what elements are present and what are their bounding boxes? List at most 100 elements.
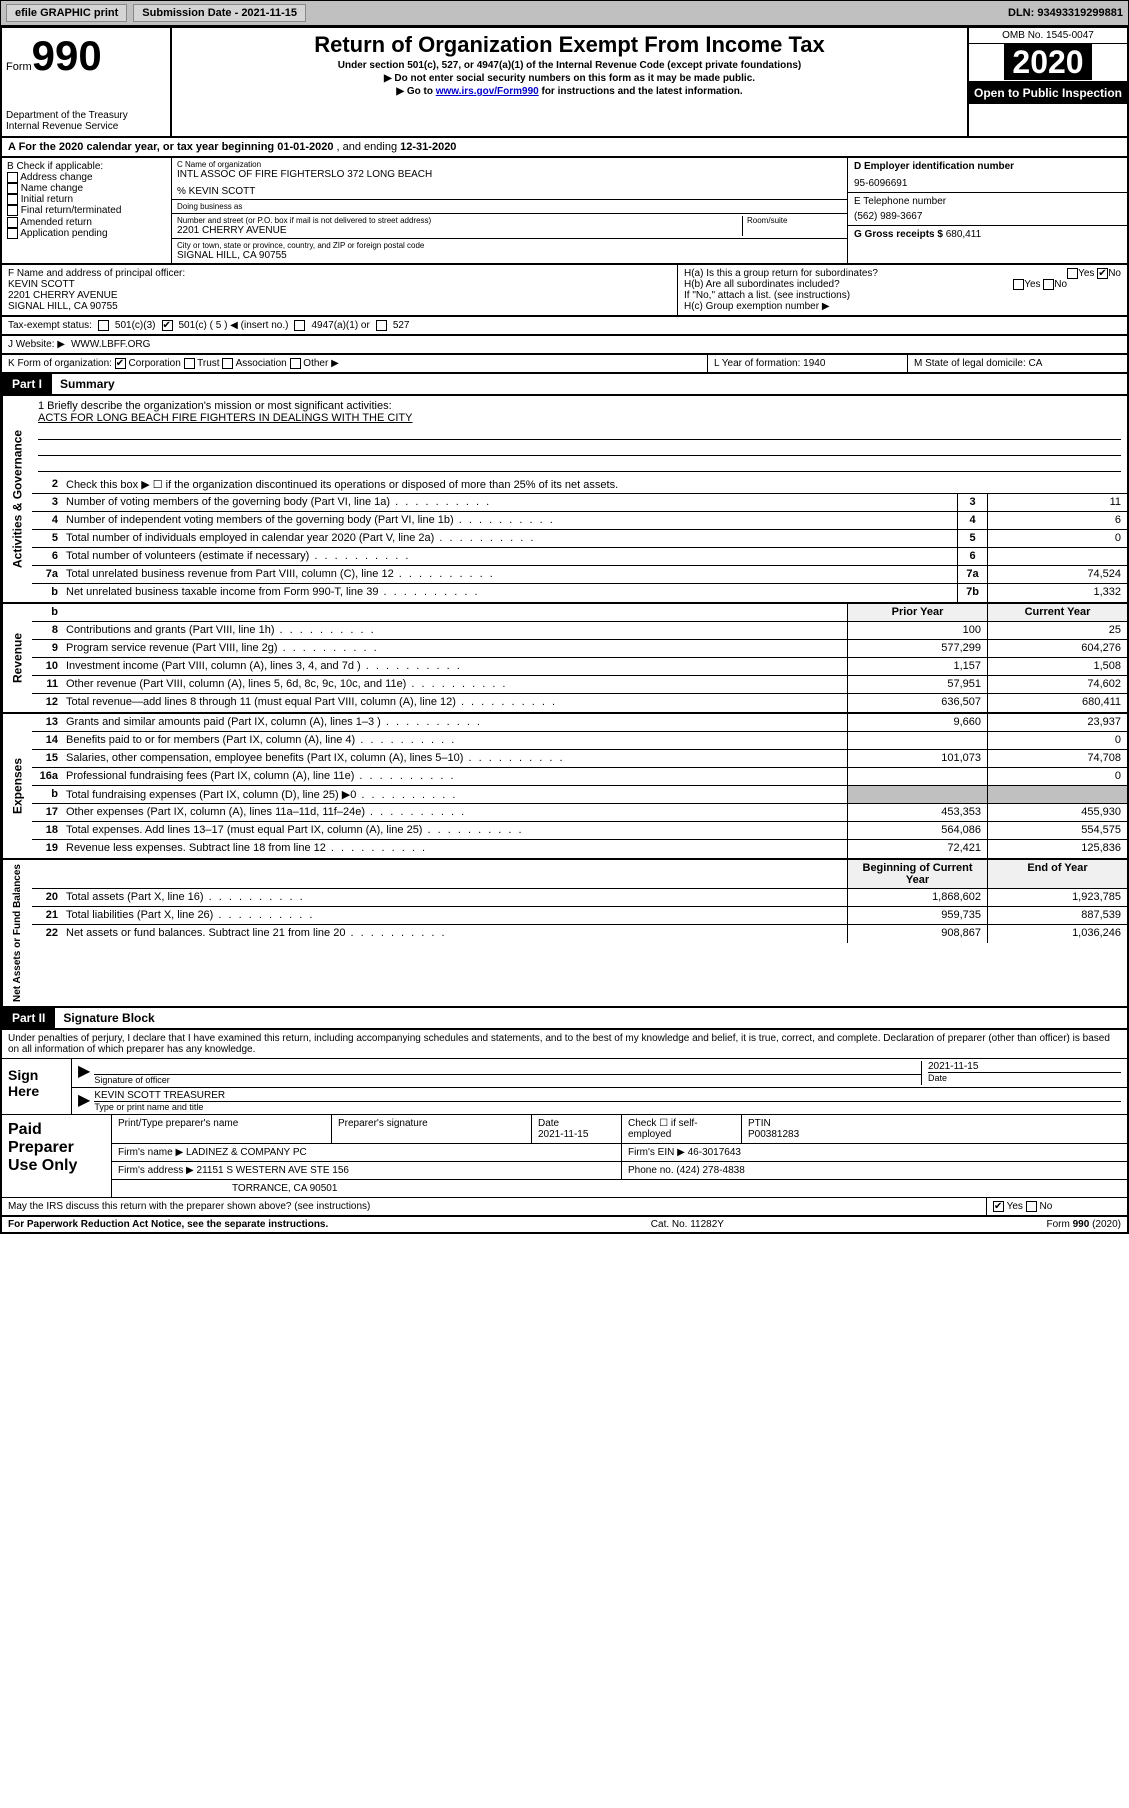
hb-yes[interactable] <box>1013 279 1024 290</box>
sig-date: 2021-11-15 <box>928 1061 1121 1073</box>
signature-section: Under penalties of perjury, I declare th… <box>0 1030 1129 1217</box>
checkbox-final-return[interactable] <box>7 205 18 216</box>
section-bcd: B Check if applicable: Address change Na… <box>0 158 1129 265</box>
table-row: 10Investment income (Part VIII, column (… <box>32 658 1127 676</box>
discuss-yes[interactable] <box>993 1201 1004 1212</box>
checkbox-amended[interactable] <box>7 217 18 228</box>
table-row: 11Other revenue (Part VIII, column (A), … <box>32 676 1127 694</box>
discuss-no[interactable] <box>1026 1201 1037 1212</box>
footer: For Paperwork Reduction Act Notice, see … <box>0 1217 1129 1234</box>
table-row: 9Program service revenue (Part VIII, lin… <box>32 640 1127 658</box>
hb-no[interactable] <box>1043 279 1054 290</box>
cb-4947[interactable] <box>294 320 305 331</box>
cb-trust[interactable] <box>184 358 195 369</box>
mission-text: ACTS FOR LONG BEACH FIRE FIGHTERS IN DEA… <box>38 412 1121 424</box>
side-expenses: Expenses <box>2 714 32 858</box>
box-c: C Name of organization INTL ASSOC OF FIR… <box>172 158 847 263</box>
ptin: P00381283 <box>748 1129 799 1140</box>
cb-501c[interactable] <box>162 320 173 331</box>
ein: 95-6096691 <box>854 178 1121 189</box>
checkbox-initial-return[interactable] <box>7 194 18 205</box>
phone: (562) 989-3667 <box>854 211 1121 222</box>
part1-header: Part I Summary <box>0 374 1129 396</box>
table-row: 17Other expenses (Part IX, column (A), l… <box>32 804 1127 822</box>
table-row: 6Total number of volunteers (estimate if… <box>32 548 1127 566</box>
form-number: 990 <box>32 32 102 79</box>
top-bar: efile GRAPHIC print Submission Date - 20… <box>0 0 1129 26</box>
form-note1: ▶ Do not enter social security numbers o… <box>180 73 959 84</box>
cb-527[interactable] <box>376 320 387 331</box>
part2-header: Part II Signature Block <box>0 1008 1129 1030</box>
firm-addr: 21151 S WESTERN AVE STE 156 <box>197 1165 349 1176</box>
form-title: Return of Organization Exempt From Incom… <box>180 32 959 58</box>
firm-addr2: TORRANCE, CA 90501 <box>112 1180 1127 1197</box>
open-inspection: Open to Public Inspection <box>969 82 1127 104</box>
table-row: 13Grants and similar amounts paid (Part … <box>32 714 1127 732</box>
row-klm: K Form of organization: Corporation Trus… <box>0 355 1129 374</box>
cb-other[interactable] <box>290 358 301 369</box>
org-name: INTL ASSOC OF FIRE FIGHTERSLO 372 LONG B… <box>177 169 842 180</box>
revenue-section: Revenue bPrior YearCurrent Year 8Contrib… <box>0 604 1129 714</box>
governance-section: Activities & Governance 1 Briefly descri… <box>0 396 1129 604</box>
table-row: 19Revenue less expenses. Subtract line 1… <box>32 840 1127 858</box>
table-row: 8Contributions and grants (Part VIII, li… <box>32 622 1127 640</box>
omb-number: OMB No. 1545-0047 <box>969 28 1127 44</box>
street-address: 2201 CHERRY AVENUE <box>177 225 742 236</box>
year-formation: 1940 <box>803 358 825 369</box>
table-row: bNet unrelated business taxable income f… <box>32 584 1127 602</box>
paid-preparer-label: Paid Preparer Use Only <box>2 1115 112 1197</box>
cb-501c3[interactable] <box>98 320 109 331</box>
state-domicile: CA <box>1029 358 1043 369</box>
table-row: 21Total liabilities (Part X, line 26)959… <box>32 907 1127 925</box>
box-d: D Employer identification number 95-6096… <box>847 158 1127 263</box>
table-row: 7aTotal unrelated business revenue from … <box>32 566 1127 584</box>
checkbox-pending[interactable] <box>7 228 18 239</box>
website-value: WWW.LBFF.ORG <box>71 339 150 350</box>
form-word: Form <box>6 61 32 73</box>
table-row: 4Number of independent voting members of… <box>32 512 1127 530</box>
firm-phone: (424) 278-4838 <box>676 1165 744 1176</box>
table-row: 18Total expenses. Add lines 13–17 (must … <box>32 822 1127 840</box>
prep-date: 2021-11-15 <box>538 1129 588 1140</box>
efile-button[interactable]: efile GRAPHIC print <box>6 4 127 22</box>
firm-name: LADINEZ & COMPANY PC <box>186 1147 307 1158</box>
table-row: 22Net assets or fund balances. Subtract … <box>32 925 1127 943</box>
table-row: 16aProfessional fundraising fees (Part I… <box>32 768 1127 786</box>
netassets-section: Net Assets or Fund Balances Beginning of… <box>0 860 1129 1008</box>
city-state-zip: SIGNAL HILL, CA 90755 <box>177 250 842 261</box>
declaration-text: Under penalties of perjury, I declare th… <box>2 1030 1127 1058</box>
ha-no[interactable] <box>1097 268 1108 279</box>
checkbox-name-change[interactable] <box>7 183 18 194</box>
sig-arrow-icon: ▶ <box>78 1061 90 1085</box>
table-row: bTotal fundraising expenses (Part IX, co… <box>32 786 1127 804</box>
irs-link[interactable]: www.irs.gov/Form990 <box>436 86 539 97</box>
side-governance: Activities & Governance <box>2 396 32 602</box>
dln-label: DLN: 93493319299881 <box>1008 7 1123 19</box>
side-revenue: Revenue <box>2 604 32 712</box>
care-of: % KEVIN SCOTT <box>177 186 842 197</box>
expenses-section: Expenses 13Grants and similar amounts pa… <box>0 714 1129 860</box>
table-row: 20Total assets (Part X, line 16)1,868,60… <box>32 889 1127 907</box>
ha-yes[interactable] <box>1067 268 1078 279</box>
dept-label: Department of the Treasury Internal Reve… <box>6 110 166 132</box>
side-netassets: Net Assets or Fund Balances <box>2 860 32 1006</box>
officer-name: KEVIN SCOTT <box>8 279 671 290</box>
section-fh: F Name and address of principal officer:… <box>0 265 1129 317</box>
officer-name-title: KEVIN SCOTT TREASURER <box>94 1090 1121 1102</box>
gross-receipts: 680,411 <box>946 229 981 240</box>
sign-here-label: Sign Here <box>2 1059 72 1114</box>
line-a: A For the 2020 calendar year, or tax yea… <box>0 138 1129 158</box>
tax-status-row: Tax-exempt status: 501(c)(3) 501(c) ( 5 … <box>0 317 1129 336</box>
website-row: J Website: ▶ WWW.LBFF.ORG <box>0 336 1129 355</box>
table-row: 14Benefits paid to or for members (Part … <box>32 732 1127 750</box>
form-note2: ▶ Go to www.irs.gov/Form990 for instruct… <box>180 86 959 97</box>
cb-assoc[interactable] <box>222 358 233 369</box>
checkbox-address-change[interactable] <box>7 172 18 183</box>
tax-year: 2020 <box>1004 44 1091 80</box>
submission-date-button[interactable]: Submission Date - 2021-11-15 <box>133 4 306 22</box>
form-header: Form990 Department of the Treasury Inter… <box>0 26 1129 138</box>
table-row: 12Total revenue—add lines 8 through 11 (… <box>32 694 1127 712</box>
cb-corp[interactable] <box>115 358 126 369</box>
form-subtitle: Under section 501(c), 527, or 4947(a)(1)… <box>180 60 959 71</box>
table-row: 5Total number of individuals employed in… <box>32 530 1127 548</box>
